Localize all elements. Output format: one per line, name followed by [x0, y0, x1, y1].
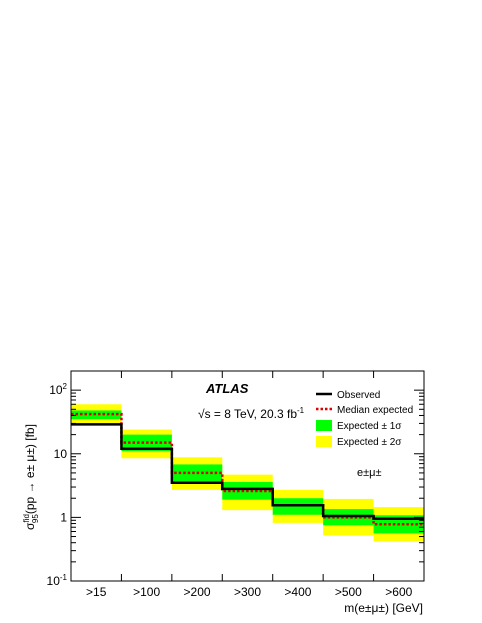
legend-band2-label: Expected ± 2σ: [337, 437, 402, 448]
axis-ticks: [70, 370, 425, 582]
y-tick-label-exponent: 2: [63, 382, 68, 391]
plot-frame: [70, 370, 425, 582]
y-tick-label-base: 1: [60, 510, 67, 524]
y-tick-label-base: 10: [54, 447, 68, 461]
x-tick-label: >100: [133, 585, 160, 599]
legend: Observed Median expected Expected ± 1σ E…: [316, 390, 413, 448]
y-axis-title-sigma: σ: [23, 522, 37, 530]
observed-line: [71, 423, 424, 521]
x-tick-labels: >15 >100 >200 >300 >400 >500 >600: [86, 585, 413, 599]
legend-observed-label: Observed: [337, 390, 380, 401]
y-axis-title: σfid95(pp → e± μ±) [fb]: [22, 424, 40, 530]
x-axis-title: m(e±μ±) [GeV]: [344, 601, 423, 615]
y-tick-label-base: 10: [47, 574, 61, 588]
y-tick-label: 102: [49, 382, 67, 397]
band1-bin: [71, 410, 122, 420]
x-tick-label: >500: [335, 585, 362, 599]
x-tick-label: >400: [284, 585, 311, 599]
y-axis-title-sub: 95: [31, 514, 40, 523]
y-axis-title-rest: (pp → e± μ±) [fb]: [23, 424, 37, 514]
x-tick-label: >300: [234, 585, 261, 599]
energy-label: √s = 8 TeV, 20.3 fb-1: [198, 406, 305, 421]
data-lines: [71, 412, 424, 526]
energy-label-exponent: -1: [297, 406, 305, 415]
x-tick-label: >600: [385, 585, 412, 599]
y-tick-label-exponent: -1: [60, 573, 68, 582]
y-tick-label: 10: [54, 447, 68, 461]
energy-label-main: √s = 8 TeV, 20.3 fb: [198, 407, 297, 421]
legend-median-label: Median expected: [337, 405, 413, 416]
legend-band1-swatch: [316, 420, 332, 431]
y-tick-label: 10-1: [47, 573, 68, 588]
legend-band2-swatch: [316, 436, 332, 447]
atlas-label: ATLAS: [205, 381, 249, 396]
legend-band1-label: Expected ± 1σ: [337, 421, 402, 432]
y-tick-label: 1: [60, 510, 67, 524]
median-expected-line: [71, 412, 424, 526]
y-axis-title-sup: fid: [22, 514, 31, 522]
x-tick-label: >200: [184, 585, 211, 599]
channel-label: e±μ±: [357, 467, 382, 479]
x-tick-label: >15: [86, 585, 107, 599]
y-tick-label-base: 10: [49, 383, 63, 397]
